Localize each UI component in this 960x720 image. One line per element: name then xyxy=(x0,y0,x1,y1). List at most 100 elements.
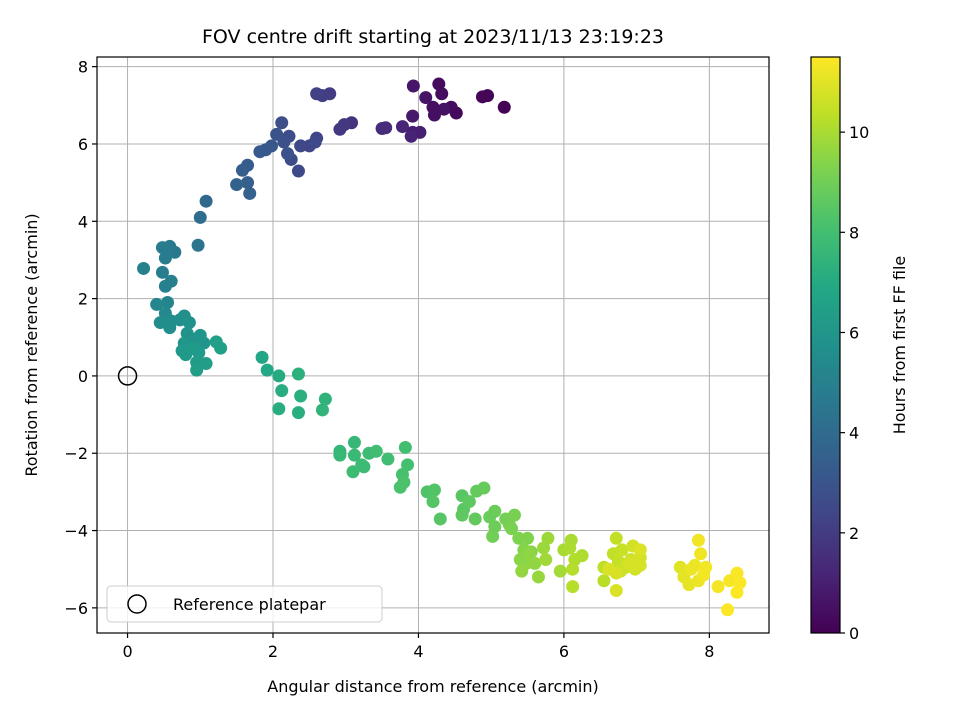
data-point xyxy=(192,346,206,360)
data-point xyxy=(161,295,175,309)
data-point xyxy=(515,564,529,578)
data-point xyxy=(488,520,502,534)
chart-title: FOV centre drift starting at 2023/11/13 … xyxy=(202,26,664,48)
colorbar-tick-label: 4 xyxy=(849,424,859,443)
data-point xyxy=(235,163,249,177)
data-point xyxy=(597,574,611,588)
data-point xyxy=(270,127,284,141)
data-point xyxy=(191,238,205,252)
data-point xyxy=(433,512,447,526)
data-point xyxy=(684,562,698,576)
y-tick-label: 6 xyxy=(78,135,88,154)
data-point xyxy=(711,580,725,594)
data-point xyxy=(163,321,177,335)
data-point xyxy=(333,122,347,136)
data-point xyxy=(347,448,361,462)
colorbar-tick-label: 2 xyxy=(849,524,859,543)
data-point xyxy=(730,585,744,599)
data-point xyxy=(615,543,629,557)
data-point xyxy=(346,465,360,479)
colorbar-tick-label: 8 xyxy=(849,223,859,242)
data-point xyxy=(427,483,441,497)
data-point xyxy=(468,512,482,526)
y-tick-label: −2 xyxy=(64,444,88,463)
data-point xyxy=(199,194,213,208)
colorbar-tick-label: 10 xyxy=(849,123,869,142)
data-point xyxy=(633,543,647,557)
data-point xyxy=(294,389,308,403)
data-point xyxy=(214,341,228,355)
data-point xyxy=(477,481,491,495)
y-tick-label: 0 xyxy=(78,367,88,386)
data-point xyxy=(426,495,440,509)
data-point xyxy=(553,564,567,578)
data-point xyxy=(155,241,169,255)
data-point xyxy=(427,108,441,122)
colorbar-ticks: 0 2 4 6 8 10 xyxy=(840,123,869,643)
data-point xyxy=(230,178,244,192)
data-point xyxy=(522,547,536,561)
data-point xyxy=(281,147,295,161)
data-point xyxy=(199,357,213,371)
reference-platepar-point xyxy=(117,366,138,386)
data-points xyxy=(137,77,747,617)
data-point xyxy=(182,316,196,330)
data-point xyxy=(537,541,551,555)
data-point xyxy=(294,139,308,153)
data-point xyxy=(291,367,305,381)
data-point xyxy=(137,261,151,275)
data-point xyxy=(260,363,274,377)
data-point xyxy=(507,508,521,522)
data-point xyxy=(462,495,476,509)
data-point xyxy=(602,562,616,576)
legend-box xyxy=(106,585,383,623)
data-point xyxy=(622,556,636,570)
data-point xyxy=(401,458,415,472)
x-axis: 0 2 4 6 8 xyxy=(122,633,714,661)
data-point xyxy=(347,435,361,449)
y-tick-label: 4 xyxy=(78,212,88,231)
data-point xyxy=(563,541,577,555)
data-point xyxy=(455,508,469,522)
data-point xyxy=(633,558,647,572)
data-point xyxy=(398,440,412,454)
data-point xyxy=(158,279,172,293)
data-point xyxy=(291,164,305,178)
x-tick-label: 4 xyxy=(413,642,423,661)
y-tick-label: −6 xyxy=(64,599,88,618)
data-point xyxy=(272,402,286,416)
data-point xyxy=(355,458,369,472)
data-point xyxy=(255,350,269,364)
legend-marker xyxy=(127,594,147,614)
x-tick-label: 2 xyxy=(268,642,278,661)
data-point xyxy=(333,448,347,462)
data-point xyxy=(437,102,451,116)
data-point xyxy=(568,553,582,567)
data-point xyxy=(158,251,172,265)
data-point xyxy=(315,403,329,417)
x-tick-label: 8 xyxy=(704,642,714,661)
data-point xyxy=(541,531,555,545)
data-point xyxy=(475,90,489,104)
data-point xyxy=(609,531,623,545)
colorbar-tick-label: 6 xyxy=(849,323,859,342)
data-point xyxy=(379,121,393,135)
data-point xyxy=(406,109,420,123)
data-point xyxy=(397,475,411,489)
data-point xyxy=(275,384,289,398)
colorbar-label: Hours from first FF file xyxy=(890,256,909,435)
x-tick-label: 0 xyxy=(122,642,132,661)
data-point xyxy=(291,406,305,420)
data-point xyxy=(497,100,511,114)
data-point xyxy=(521,531,535,545)
data-point xyxy=(395,120,409,134)
data-point xyxy=(310,87,324,101)
data-point xyxy=(486,529,500,543)
y-axis: −6 −4 −2 0 2 4 6 8 xyxy=(64,58,97,618)
data-point xyxy=(505,522,519,536)
data-point xyxy=(190,363,204,377)
data-point xyxy=(419,91,433,105)
data-point xyxy=(193,210,207,224)
data-point xyxy=(155,265,169,279)
